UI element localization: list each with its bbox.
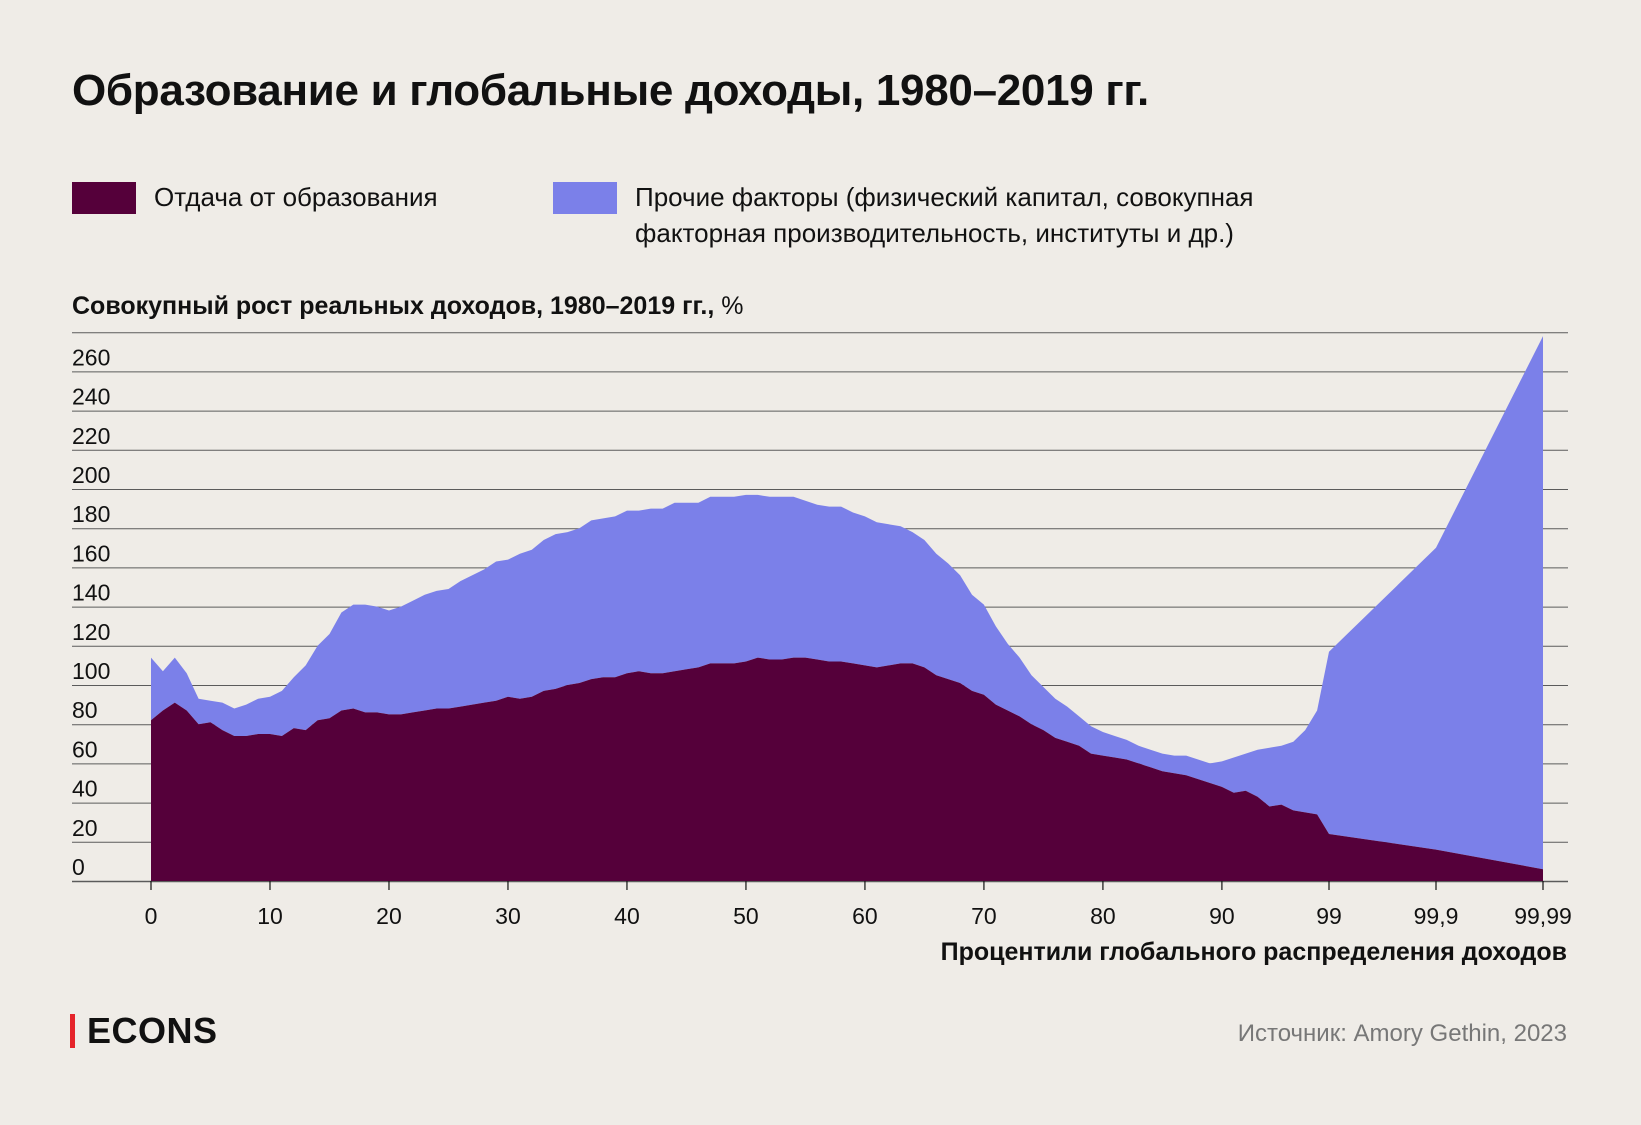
y-tick-label: 80 <box>72 697 98 723</box>
x-tick-label: 30 <box>495 903 521 929</box>
y-tick-label: 140 <box>72 580 110 606</box>
y-tick-label: 0 <box>72 854 85 880</box>
y-tick-label: 100 <box>72 658 110 684</box>
x-tick-label: 99 <box>1316 903 1342 929</box>
y-tick-label: 160 <box>72 540 110 566</box>
y-tick-label: 20 <box>72 815 98 841</box>
legend-item-other-factors: Прочие факторы (физический капитал, сово… <box>553 182 1325 251</box>
legend-item-education: Отдача от образования <box>72 182 844 215</box>
area-other-factors <box>151 336 1543 870</box>
x-axis-title: Процентили глобального распределения дох… <box>940 938 1567 966</box>
y-tick-label: 120 <box>72 619 110 645</box>
x-tick-label: 0 <box>145 903 158 929</box>
y-tick-label: 40 <box>72 776 98 802</box>
source-note: Источник: Amory Gethin, 2023 <box>1237 1020 1567 1047</box>
area-series <box>151 336 1543 881</box>
x-tick-label: 80 <box>1090 903 1116 929</box>
legend-swatch-education <box>72 182 136 214</box>
brand-name: ECONS <box>87 1010 218 1051</box>
y-tick-labels: 0 20 40 60 80 100 120 140 160 180 200 220 240 260 <box>72 344 110 880</box>
x-tick-label: 60 <box>852 903 878 929</box>
x-tick-label: 10 <box>257 903 283 929</box>
x-tick-label: 70 <box>971 903 997 929</box>
legend-swatch-other-factors <box>553 182 617 214</box>
x-tick-label: 20 <box>376 903 402 929</box>
y-axis-title: Совокупный рост реальных доходов, 1980–2… <box>72 292 743 321</box>
y-tick-label: 200 <box>72 462 110 488</box>
y-tick-label: 240 <box>72 384 110 410</box>
x-tick-label: 99,9 <box>1414 903 1459 929</box>
x-tick-label: 50 <box>733 903 759 929</box>
x-tick-labels: 0 10 20 30 40 50 60 70 80 90 99 99,9 99,99 <box>145 881 1572 929</box>
x-tick-label: 90 <box>1209 903 1235 929</box>
legend-label-education: Отдача от образования <box>154 182 438 212</box>
y-tick-label: 60 <box>72 736 98 762</box>
y-tick-label: 180 <box>72 501 110 527</box>
y-axis-title-main: Совокупный рост реальных доходов, 1980–2… <box>72 292 715 320</box>
brand-logo: ECONS <box>70 1010 218 1052</box>
y-tick-label: 220 <box>72 423 110 449</box>
x-tick-label: 40 <box>614 903 640 929</box>
chart-title: Образование и глобальные доходы, 1980–20… <box>72 66 1149 115</box>
brand-bar <box>70 1014 75 1048</box>
x-tick-label: 99,99 <box>1514 903 1572 929</box>
area-education <box>151 657 1543 881</box>
y-tick-label: 260 <box>72 344 110 370</box>
legend-label-other-factors: Прочие факторы (физический капитал, сово… <box>635 182 1254 248</box>
y-axis-title-unit: % <box>714 292 744 320</box>
